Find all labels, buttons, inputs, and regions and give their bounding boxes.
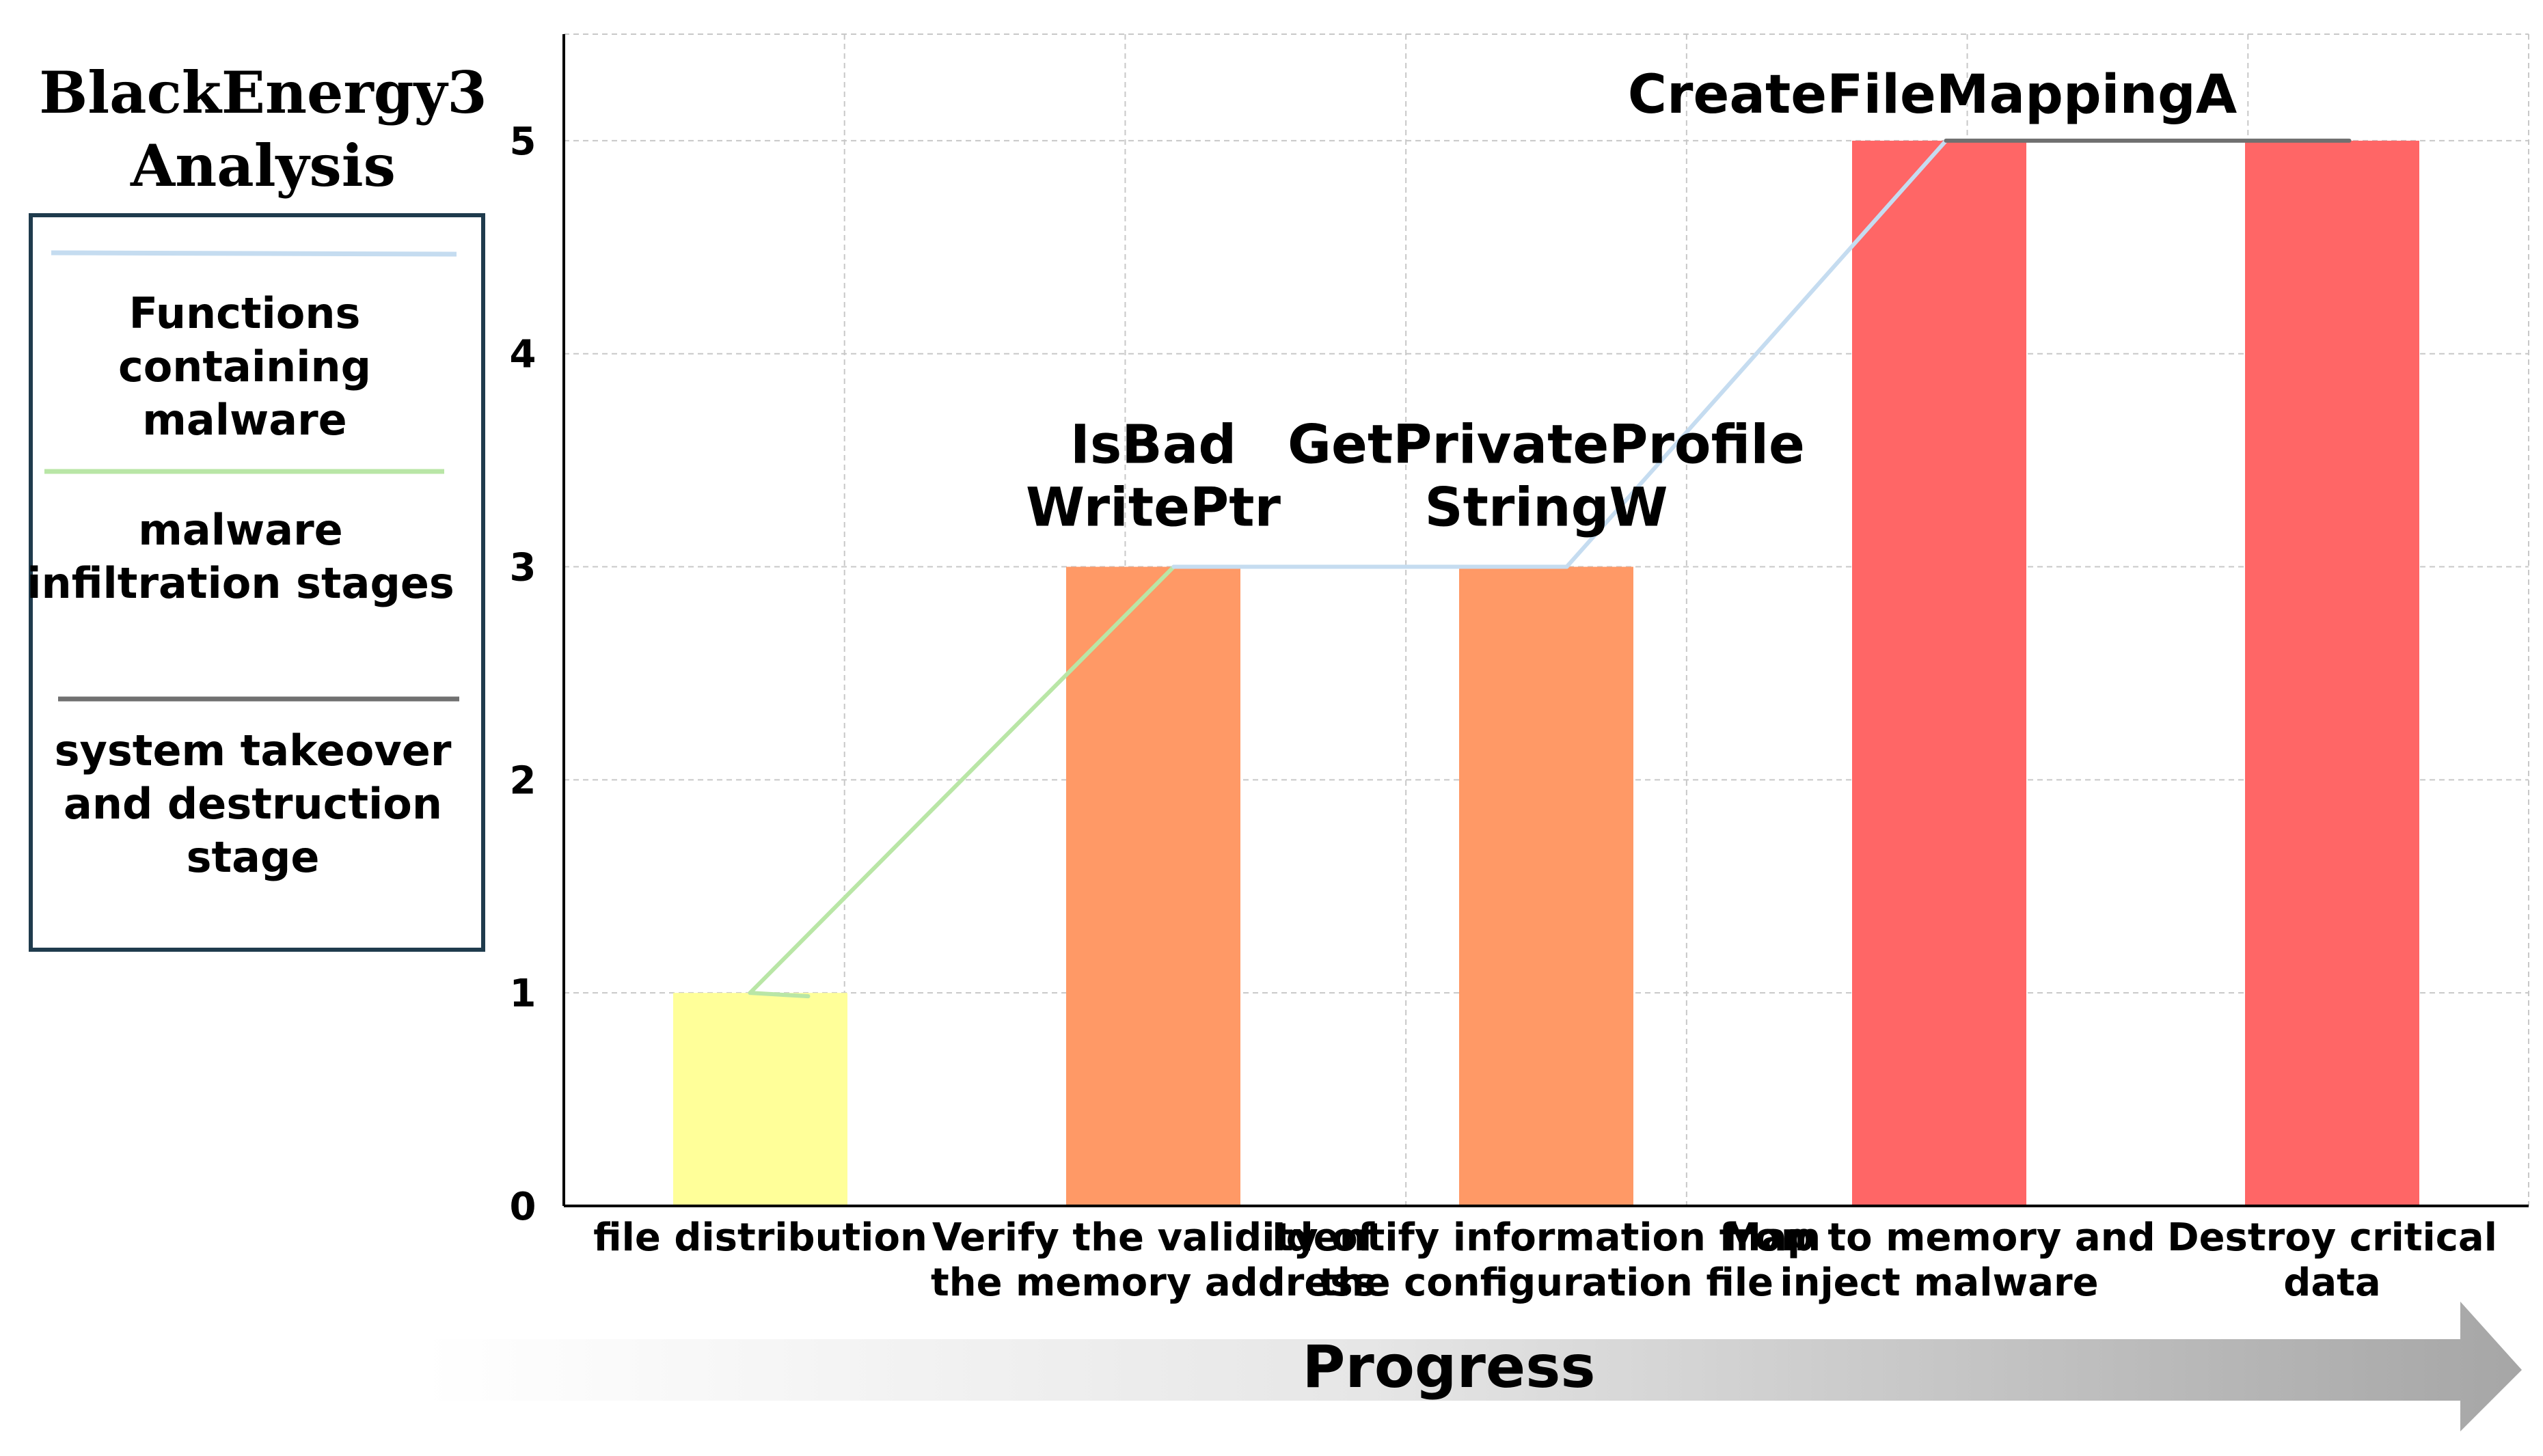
series-line-infiltration-1 — [748, 564, 1176, 995]
series-line-functions-1 — [1564, 138, 1948, 569]
series-lines — [748, 138, 2352, 999]
annotation-2: CreateFileMappingA — [1628, 64, 2237, 126]
axes — [562, 34, 2529, 1207]
legend-label-infiltration: malware infiltration stages — [27, 505, 454, 608]
legend-label-functions: Functions containing malware — [118, 288, 371, 445]
y-tick-labels: 0 1 2 3 4 5 — [510, 120, 536, 1229]
annotation-0: IsBad WritePtr — [1026, 415, 1281, 539]
chart-title-line-2: Analysis — [130, 132, 396, 200]
x-tick-label-1: Verify the validity of the memory address — [931, 1215, 1376, 1305]
y-tick-label-2: 2 — [510, 758, 536, 803]
annotation-1: GetPrivateProfile StringW — [1288, 415, 1805, 539]
x-tick-label-0: file distribution — [593, 1215, 927, 1260]
x-axis-label: Progress — [1302, 1333, 1595, 1401]
y-tick-label-1: 1 — [510, 972, 536, 1016]
legend: Functions containing malware malware infilt… — [27, 213, 485, 952]
progress-arrow-shape — [424, 1302, 2522, 1431]
progress-arrow: Progress — [424, 1302, 2522, 1431]
bar-4 — [2245, 140, 2419, 1207]
x-tick-label-4: Destroy critical data — [2167, 1215, 2497, 1305]
y-tick-label-5: 5 — [510, 120, 536, 164]
x-tick-labels: file distribution Verify the validity of t… — [593, 1215, 2497, 1305]
bar-3 — [1852, 140, 2026, 1207]
bar-0 — [673, 993, 847, 1206]
chart-title-line-1: BlackEnergy3 — [39, 59, 487, 126]
bar-1 — [1066, 566, 1240, 1206]
y-tick-label-4: 4 — [510, 333, 536, 377]
y-tick-label-3: 3 — [510, 546, 536, 590]
series-line-infiltration-0 — [748, 991, 811, 999]
y-tick-label-0: 0 — [510, 1185, 536, 1229]
legend-box — [29, 213, 485, 952]
legend-label-takeover: system takeover and destruction stage — [55, 726, 452, 882]
legend-swatch-functions — [51, 250, 457, 257]
bars — [673, 140, 2419, 1207]
x-tick-label-2: Identify information from the configurati… — [1272, 1215, 1821, 1305]
bar-2 — [1459, 566, 1633, 1206]
x-tick-label-3: Map to memory and inject malware — [1723, 1215, 2155, 1305]
